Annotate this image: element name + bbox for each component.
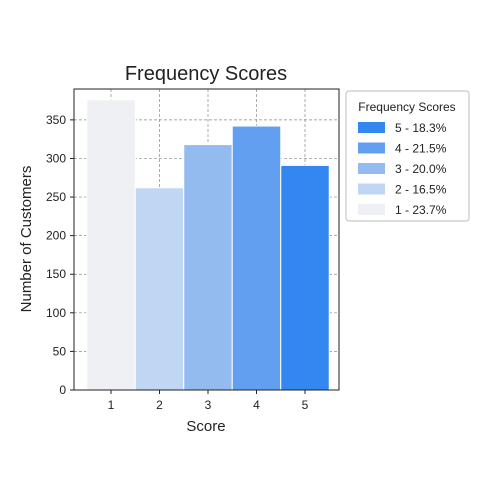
y-tick-label: 100	[46, 306, 66, 320]
bar-score-3	[183, 144, 233, 391]
x-axis-label: Score	[186, 418, 225, 435]
x-tick-label: 4	[253, 398, 260, 412]
x-axis-ticks: 1 2 3 4 5	[108, 390, 309, 412]
y-tick-label: 50	[53, 344, 67, 358]
legend-entry-label: 3 - 20.0%	[395, 162, 447, 176]
x-tick-label: 3	[205, 398, 212, 412]
y-tick-label: 300	[46, 151, 66, 165]
legend-swatch	[358, 142, 385, 154]
bar-score-2	[134, 187, 185, 391]
x-tick-label: 2	[156, 398, 163, 412]
y-tick-label: 200	[46, 229, 66, 243]
legend-swatch	[358, 204, 385, 215]
legend-title: Frequency Scores	[358, 100, 455, 114]
legend-entry-label: 2 - 16.5%	[395, 183, 447, 197]
bar-score-5	[280, 164, 330, 391]
plot-frame	[73, 88, 340, 391]
x-tick-label: 1	[108, 398, 115, 412]
legend-swatch	[358, 183, 385, 195]
legend-entry-label: 1 - 23.7%	[395, 203, 447, 217]
x-tick-label: 5	[302, 398, 309, 412]
legend-swatch	[358, 163, 385, 174]
legend: Frequency Scores 5 - 18.3% 4 - 21.5% 3 - 2…	[345, 90, 470, 222]
y-tick-label: 0	[59, 383, 66, 397]
legend-swatch	[358, 122, 385, 133]
y-tick-label: 150	[46, 267, 66, 281]
y-tick-label: 350	[46, 113, 66, 127]
bars	[86, 99, 330, 391]
legend-entries: 5 - 18.3% 4 - 21.5% 3 - 20.0% 2 - 16.5% 1 - …	[358, 121, 447, 217]
y-tick-label: 250	[46, 190, 66, 204]
bar-score-4	[231, 125, 282, 391]
legend-entry-label: 5 - 18.3%	[395, 121, 447, 135]
bar-score-1	[86, 99, 136, 391]
y-axis-label: Number of Customers	[18, 166, 35, 313]
chart-title: Frequency Scores	[125, 63, 287, 85]
y-axis-ticks: 0 50 100 150 200 250 300 350	[46, 113, 74, 397]
legend-entry-label: 4 - 21.5%	[395, 142, 447, 156]
